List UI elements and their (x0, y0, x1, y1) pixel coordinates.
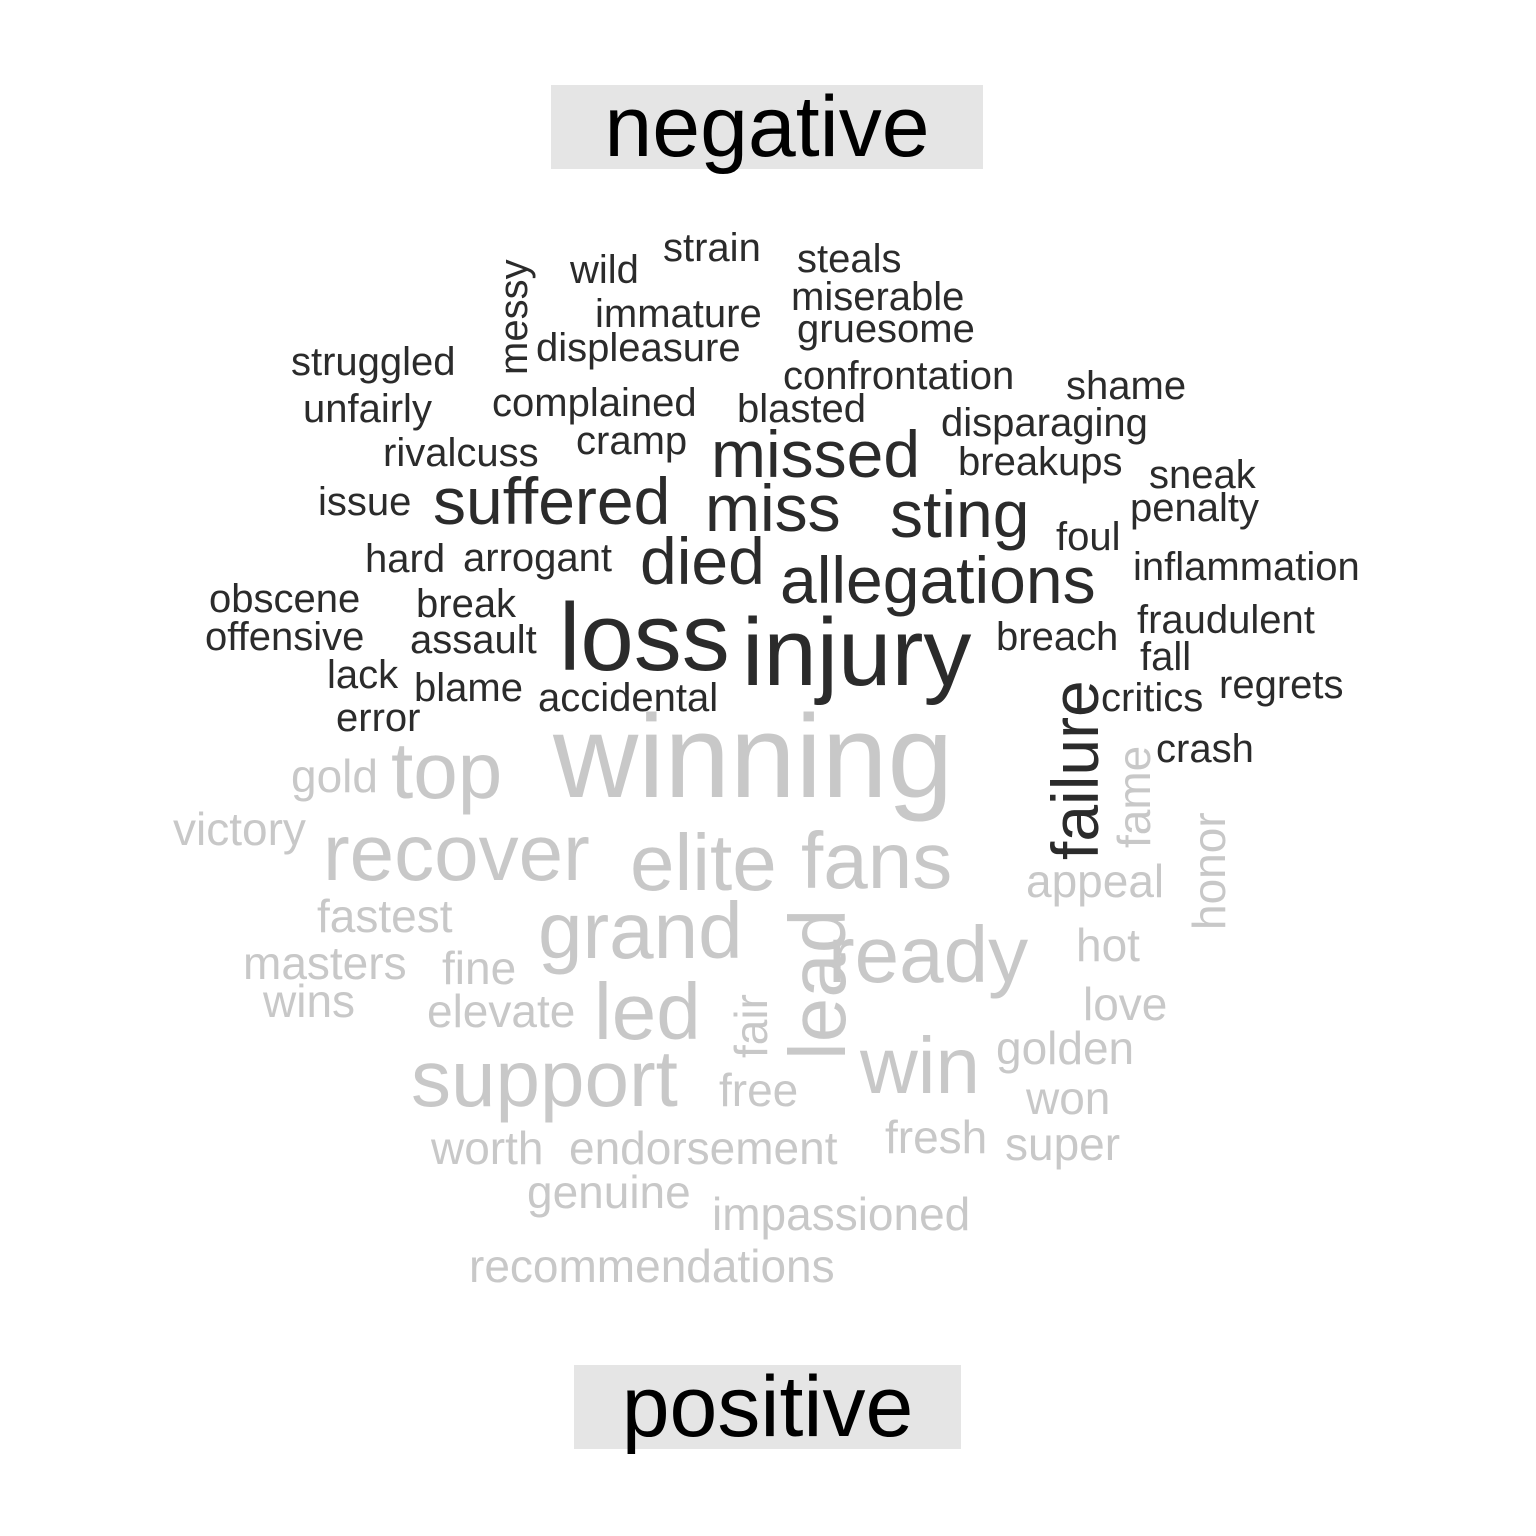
negative-word-died: died (640, 524, 765, 598)
negative-word-strain: strain (663, 226, 761, 270)
positive-word-ready: ready (828, 910, 1028, 999)
negative-word-disparaging: disparaging (941, 401, 1148, 445)
positive-word-honor: honor (1183, 812, 1235, 930)
positive-group-label: positive (574, 1364, 961, 1450)
positive-word-wins: wins (262, 975, 355, 1027)
negative-word-miserable: miserable (791, 275, 964, 319)
negative-word-shame: shame (1066, 364, 1186, 408)
positive-word-fans: fans (801, 816, 952, 905)
positive-word-fair: fair (725, 994, 777, 1058)
positive-word-won: won (1025, 1072, 1110, 1124)
positive-word-worth: worth (430, 1122, 543, 1174)
positive-word-masters: masters (243, 937, 407, 989)
negative-word-fraudulent: fraudulent (1137, 598, 1315, 642)
negative-word-arrogant: arrogant (463, 536, 612, 580)
negative-word-obscene: obscene (209, 577, 360, 621)
positive-word-fastest: fastest (317, 890, 453, 942)
negative-word-sting: sting (890, 477, 1029, 551)
negative-word-breakups: breakups (958, 440, 1123, 484)
positive-word-grand: grand (538, 886, 743, 975)
positive-word-fame: fame (1108, 746, 1160, 848)
negative-word-displeasure: displeasure (536, 326, 741, 370)
positive-word-hot: hot (1076, 919, 1140, 971)
negative-word-suffered: suffered (433, 464, 670, 538)
negative-word-break: break (416, 582, 517, 626)
positive-word-top: top (391, 726, 502, 815)
negative-word-struggled: struggled (291, 340, 456, 384)
positive-word-elite: elite (630, 818, 777, 907)
positive-word-golden: golden (996, 1022, 1134, 1074)
negative-word-miss: miss (705, 471, 841, 545)
positive-word-recommendations: recommendations (469, 1240, 835, 1292)
positive-word-super: super (1005, 1118, 1120, 1170)
positive-word-fine: fine (442, 942, 516, 994)
negative-word-confrontation: confrontation (783, 354, 1014, 398)
positive-word-winning: winning (552, 691, 953, 823)
negative-word-fall: fall (1140, 635, 1191, 679)
negative-word-gruesome: gruesome (797, 307, 975, 351)
negative-word-issue: issue (318, 480, 411, 524)
negative-word-missed: missed (711, 417, 920, 491)
negative-word-foul: foul (1056, 515, 1121, 559)
negative-word-offensive: offensive (205, 615, 364, 659)
negative-word-crash: crash (1156, 727, 1254, 771)
negative-word-wild: wild (569, 248, 639, 292)
negative-word-allegations: allegations (780, 543, 1096, 617)
positive-word-recover: recover (323, 808, 590, 897)
negative-word-injury: injury (742, 599, 971, 706)
positive-word-genuine: genuine (527, 1166, 691, 1218)
negative-word-regrets: regrets (1219, 663, 1344, 707)
negative-word-cramp: cramp (576, 419, 687, 463)
positive-word-lead: lead (773, 909, 862, 1060)
negative-word-penalty: penalty (1130, 486, 1259, 530)
negative-word-error: error (336, 696, 420, 740)
positive-word-fresh: fresh (885, 1111, 987, 1163)
positive-word-gold: gold (291, 750, 378, 802)
negative-word-loss: loss (559, 584, 730, 691)
positive-word-led: led (594, 967, 701, 1056)
positive-word-support: support (411, 1034, 678, 1123)
positive-word-victory: victory (173, 803, 306, 855)
negative-word-breach: breach (996, 615, 1118, 659)
negative-word-lack: lack (327, 653, 399, 697)
negative-word-immature: immature (595, 292, 762, 336)
positive-word-free: free (719, 1064, 798, 1116)
negative-word-hard: hard (365, 537, 445, 581)
positive-word-endorsement: endorsement (569, 1122, 838, 1174)
negative-word-steals: steals (797, 237, 902, 281)
positive-word-win: win (859, 1021, 980, 1110)
positive-word-impassioned: impassioned (712, 1188, 970, 1240)
negative-word-messy: messy (492, 259, 536, 375)
negative-word-accidental: accidental (538, 676, 718, 720)
positive-word-elevate: elevate (427, 985, 575, 1037)
negative-word-unfairly: unfairly (303, 387, 432, 431)
negative-word-inflammation: inflammation (1133, 545, 1360, 589)
positive-word-appeal: appeal (1026, 855, 1164, 907)
negative-word-blasted: blasted (737, 387, 866, 431)
negative-word-failure: failure (1038, 680, 1112, 860)
negative-word-assault: assault (410, 618, 537, 662)
negative-word-complained: complained (492, 381, 697, 425)
negative-group-label: negative (551, 84, 983, 170)
negative-word-sneak: sneak (1149, 453, 1257, 497)
negative-word-blame: blame (414, 666, 523, 710)
negative-word-rivalcuss: rivalcuss (383, 431, 539, 475)
positive-word-love: love (1083, 978, 1167, 1030)
negative-word-critics: critics (1101, 676, 1203, 720)
